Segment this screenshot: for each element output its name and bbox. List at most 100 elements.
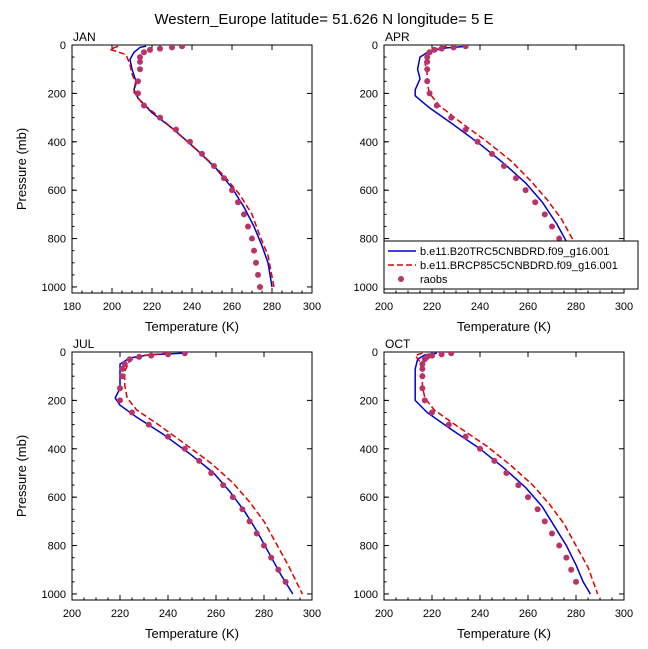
raobs-point: [157, 114, 163, 121]
raobs-point: [477, 445, 483, 452]
y-tick-label: 0: [60, 347, 66, 359]
raobs-point: [445, 421, 452, 428]
raobs-point: [515, 482, 522, 489]
raobs-point: [525, 494, 531, 501]
raobs-point: [181, 445, 188, 452]
y-tick-label: 200: [48, 88, 66, 100]
raobs-point: [253, 530, 260, 537]
raobs-point: [438, 45, 445, 52]
x-tick-label: 260: [519, 608, 537, 620]
raobs-point: [199, 150, 205, 157]
x-tick-label: 280: [567, 301, 585, 313]
raobs-point: [148, 352, 155, 359]
legend-label: b.e11.B20TRC5CNBDRD.f09_g16.001: [420, 246, 609, 258]
x-tick-label: 200: [63, 608, 81, 620]
legend-swatch-raobs: [398, 276, 404, 282]
raobs-point: [424, 78, 431, 85]
plot-frame: [71, 351, 313, 601]
raobs-point: [126, 356, 133, 363]
y-tick-label: 200: [360, 88, 378, 100]
historical-line: [129, 45, 273, 288]
raobs-point: [165, 433, 171, 440]
panel-jan: 180 200 220 240 260 280 300 0 200 400 600 800 1000 JA…: [14, 30, 321, 334]
historical-line: [414, 45, 587, 288]
raobs-point: [211, 162, 217, 169]
y-tick-label: 1000: [354, 282, 378, 294]
raobs-point: [137, 66, 143, 73]
y-tick-label: 800: [48, 541, 66, 553]
raobs-point: [181, 352, 188, 357]
raobs-point: [187, 138, 193, 145]
legend: b.e11.B20TRC5CNBDRD.f09_g16.001 b.e11.BRC…: [383, 240, 639, 290]
x-tick-label: 200: [375, 301, 393, 313]
plot-area: [114, 352, 304, 595]
x-tick-label: 260: [519, 301, 537, 313]
raobs-point: [235, 199, 241, 206]
y-tick-label: 1000: [42, 282, 66, 294]
panel-title: JUL: [73, 337, 95, 351]
raobs-point: [424, 58, 431, 65]
raobs-point: [534, 506, 541, 513]
panels: 180 200 220 240 260 280 300 0 200 400 600 800 1000 JA…: [14, 30, 633, 641]
historical-line: [114, 352, 294, 595]
x-tick-label: 300: [303, 301, 321, 313]
raobs-point: [568, 566, 575, 573]
raobs-point: [137, 54, 143, 61]
raobs-point: [462, 45, 469, 50]
x-tick-label: 240: [183, 301, 201, 313]
raobs-point: [147, 46, 153, 53]
raobs-point: [563, 554, 570, 561]
raobs-point: [275, 566, 282, 573]
raobs-point: [179, 45, 185, 50]
raobs-point: [196, 457, 203, 464]
y-tick-label: 800: [48, 234, 66, 246]
y-tick-label: 0: [60, 40, 66, 52]
x-tick-label: 200: [103, 301, 121, 313]
raobs-point: [255, 271, 261, 278]
raobs-point: [556, 542, 563, 549]
y-tick-label: 0: [372, 40, 378, 52]
x-tick-label: 200: [375, 608, 393, 620]
rcp85-line: [424, 45, 592, 288]
y-tick-label: 400: [48, 137, 66, 149]
raobs-point: [573, 578, 579, 585]
y-axis-label: Pressure (mb): [14, 128, 29, 210]
rcp85-line: [124, 352, 304, 595]
y-tick-label: 1000: [354, 589, 378, 601]
raobs-point: [282, 578, 289, 585]
raobs-point: [208, 469, 215, 476]
raobs-point: [173, 126, 179, 133]
raobs-point: [431, 46, 438, 53]
x-tick-label: 300: [615, 608, 633, 620]
panel-jul: 200 220 240 260 280 300 0 200 400 600 800 1000 JUL Te…: [14, 337, 321, 641]
raobs-point: [424, 66, 431, 73]
y-axis-label: Pressure (mb): [14, 435, 29, 517]
x-tick-label: 240: [159, 608, 177, 620]
raobs-point: [541, 518, 548, 525]
raobs-point: [448, 352, 455, 357]
x-tick-label: 300: [303, 608, 321, 620]
raobs-point: [268, 554, 275, 561]
x-axis-label: Temperature (K): [457, 626, 551, 641]
raobs-point: [221, 175, 227, 182]
x-tick-label: 260: [223, 301, 241, 313]
raobs-point: [489, 150, 495, 157]
legend-label: raobs: [420, 274, 448, 286]
raobs-point: [121, 361, 128, 368]
panel-oct: 200 220 240 260 280 300 0 200 400 600 800 1000 OCT Te…: [354, 337, 634, 641]
x-tick-label: 220: [423, 301, 441, 313]
raobs-point: [419, 373, 426, 380]
y-tick-label: 200: [48, 395, 66, 407]
panel-title: JAN: [73, 30, 96, 44]
raobs-point: [261, 542, 267, 549]
raobs-point: [419, 365, 426, 372]
raobs-point: [220, 482, 227, 489]
plot-frame: [71, 44, 313, 294]
raobs-point: [501, 162, 507, 169]
raobs-point: [157, 45, 163, 52]
y-tick-label: 600: [48, 185, 66, 197]
y-tick-label: 800: [360, 541, 378, 553]
plot-area: [109, 45, 275, 290]
raobs-point: [229, 494, 236, 501]
y-tick-label: 600: [360, 185, 378, 197]
